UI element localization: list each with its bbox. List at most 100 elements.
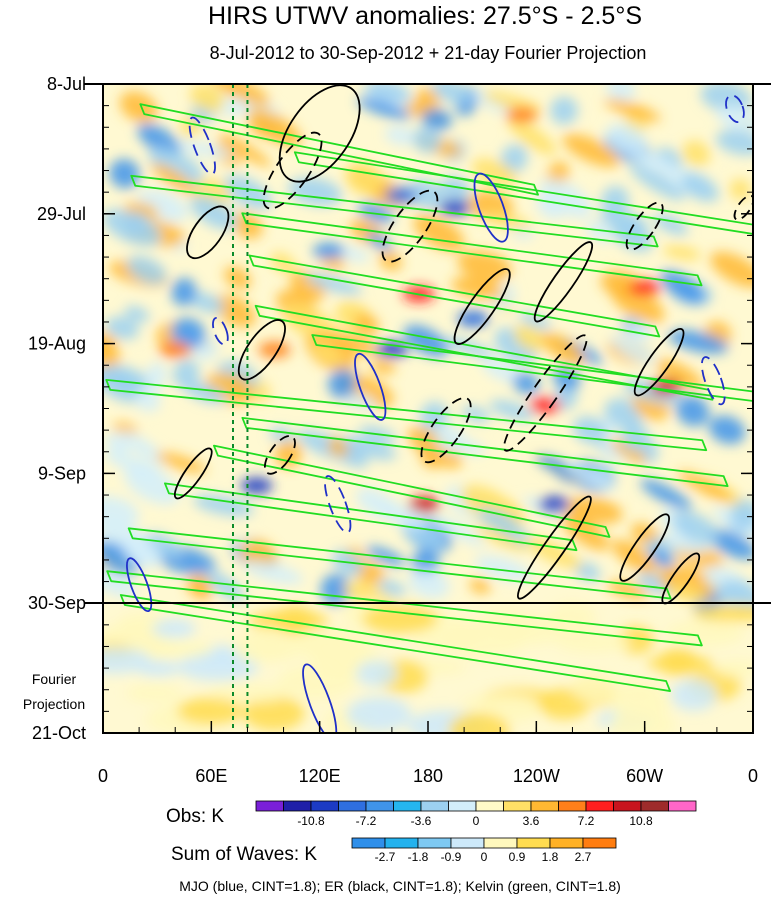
waves-label: -1.8 (408, 850, 429, 864)
waves-colorbar-title: Sum of Waves: K (171, 844, 317, 865)
anomaly-patch (640, 479, 692, 510)
anomaly-patch (666, 584, 707, 603)
obs-swatch (393, 800, 422, 812)
anomaly-patch (508, 119, 557, 156)
anomaly-patch (172, 359, 200, 389)
kelvin-contour (139, 103, 539, 196)
projection-patch (361, 604, 439, 634)
anomaly-patch (513, 324, 547, 352)
y-axis: 8-Jul 29-Jul 19-Aug 9-Sep 30-Sep 21-Oct (28, 74, 753, 743)
anomaly-patch (473, 525, 528, 552)
waves-swatch (450, 837, 485, 849)
projection-patch (346, 696, 412, 732)
obs-swatch (420, 800, 449, 812)
anomaly-patch (489, 400, 535, 421)
anomaly-patch (190, 195, 238, 230)
anomaly-patch (124, 305, 150, 323)
anomaly-patch (431, 84, 473, 105)
anomaly-patch (700, 84, 752, 113)
waves-label: 0 (481, 850, 488, 864)
anomaly-patch (171, 277, 197, 307)
obs-swatch (613, 800, 642, 812)
anomaly-patch (609, 282, 665, 324)
projection-patch (306, 630, 371, 664)
anomaly-patch (171, 317, 206, 349)
x-tick-label: 120W (513, 766, 560, 786)
anomaly-patch (564, 462, 617, 490)
anomaly-patch (104, 451, 164, 479)
anomaly-patch (469, 578, 491, 594)
waves-swatch (351, 837, 386, 849)
mjo-contour (302, 663, 338, 733)
anomaly-patch (606, 84, 636, 103)
strong-anomaly (258, 341, 291, 358)
kelvin-contour (127, 527, 672, 600)
anomaly-patch (214, 294, 256, 328)
anomaly-patch (512, 372, 540, 395)
anomaly-patch (408, 569, 450, 599)
strong-anomaly (538, 496, 571, 513)
anomaly-patch (243, 560, 304, 585)
er-contour (278, 84, 361, 183)
projection-patch (277, 664, 356, 700)
obs-swatch (283, 800, 312, 812)
anomaly-patch (421, 108, 453, 131)
waves-swatch (549, 837, 584, 849)
anomaly-patch (611, 539, 658, 575)
kelvin-contour (293, 151, 753, 235)
anomaly-patch (541, 332, 585, 366)
y-tick-label: 29-Jul (37, 204, 86, 224)
anomaly-patch (103, 496, 139, 529)
obs-label: 3.6 (523, 814, 540, 828)
projection-patch (692, 604, 753, 623)
er-contour (173, 447, 213, 500)
anomaly-patch (377, 579, 406, 597)
anomaly-patch (113, 422, 138, 436)
anomaly-patch (562, 133, 620, 168)
anomaly-patch (605, 123, 647, 154)
er-contour (264, 435, 296, 475)
anomaly-patch (604, 98, 661, 122)
x-tick-label: 120E (299, 766, 341, 786)
obs-swatch (530, 800, 559, 812)
anomaly-patch (708, 415, 746, 445)
er-contours (173, 84, 753, 605)
y-tick-label: 8-Jul (47, 74, 86, 94)
anomaly-patch (481, 357, 523, 384)
anomaly-patch (477, 507, 521, 535)
anomaly-patch (384, 126, 417, 146)
obs-swatch (255, 800, 284, 812)
anomaly-patch (456, 439, 485, 456)
x-axis: 0 60E 120E 180 120W 60W 0 (98, 721, 758, 786)
waves-colorbar: -2.7 -1.8 -0.9 0 0.9 1.8 2.7 (351, 837, 617, 864)
anomaly-patch (135, 390, 161, 412)
mjo-contour (126, 557, 153, 613)
waves-label: 0.9 (509, 850, 526, 864)
mjo-contour (188, 116, 216, 176)
er-contour (186, 205, 230, 260)
strong-anomaly (505, 106, 538, 123)
projection-patch (714, 659, 753, 678)
projection-patch (355, 660, 398, 687)
strong-anomaly (457, 310, 490, 327)
anomaly-patch (707, 528, 753, 560)
er-contour (237, 319, 286, 381)
anomaly-patch (682, 140, 711, 167)
x-tick-label: 180 (413, 766, 443, 786)
projection-patch (614, 680, 662, 700)
anomaly-patch (155, 452, 207, 474)
projection-patch (103, 647, 152, 674)
anomaly-patch (151, 163, 198, 194)
anomaly-patch (247, 108, 302, 147)
anomaly-patch (364, 84, 411, 102)
projection-patch (177, 697, 243, 725)
strong-anomaly (529, 397, 562, 414)
waves-swatch (582, 837, 617, 849)
anomaly-patch (137, 123, 181, 158)
anomaly-patch (680, 173, 720, 202)
y-tick-label: 19-Aug (28, 334, 86, 354)
anomaly-patch (103, 567, 137, 598)
anomaly-patch (126, 255, 167, 285)
projection-patch (152, 618, 196, 639)
